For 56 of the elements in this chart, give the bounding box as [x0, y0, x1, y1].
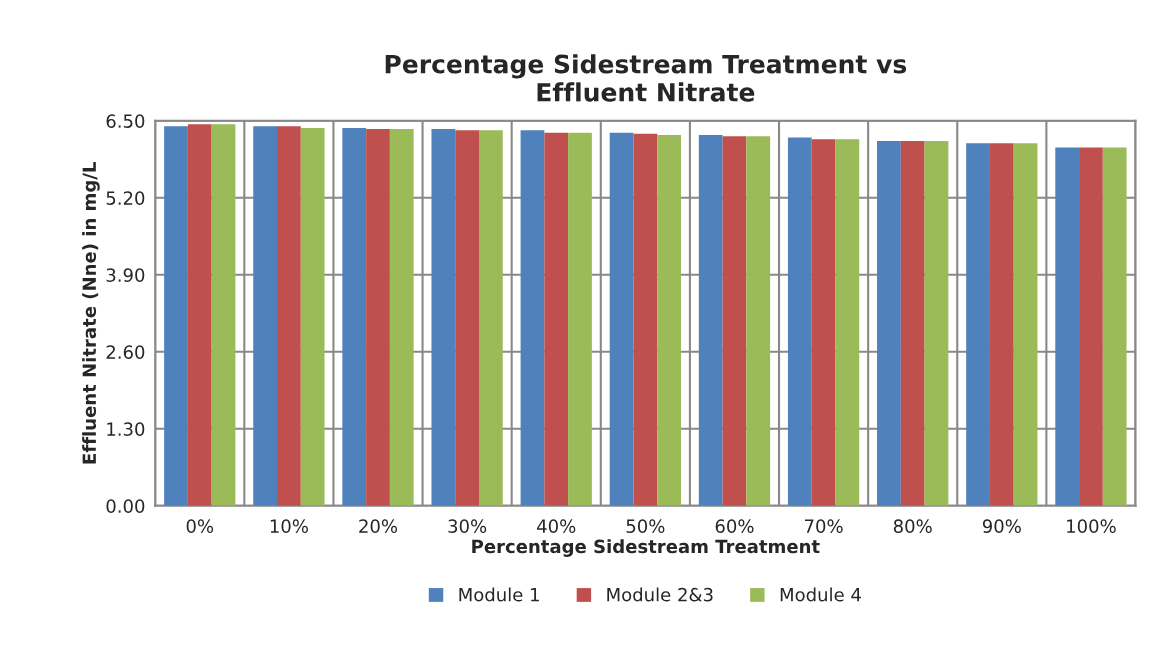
bar	[544, 132, 569, 506]
x-tick-label: 60%	[715, 519, 754, 533]
bar	[989, 143, 1014, 506]
y-tick-label: 5.20	[106, 191, 145, 205]
bar	[520, 130, 545, 506]
bar	[1102, 147, 1127, 506]
bar	[633, 133, 658, 506]
bar	[164, 126, 188, 506]
y-tick-label: 2.60	[106, 345, 145, 359]
y-tick-label: 0.00	[106, 499, 145, 513]
x-tick-label: 70%	[805, 519, 843, 533]
y-tick-label: 6.50	[106, 114, 145, 128]
y-axis-title: Effluent Nitrate (Nne) in mg/L	[82, 162, 100, 464]
bar	[746, 136, 771, 506]
bar	[657, 135, 681, 506]
x-tick-label: 30%	[448, 519, 487, 533]
bar	[1055, 147, 1080, 506]
bar	[1079, 147, 1103, 506]
chart-title: Percentage Sidestream Treatment vs Effluent Nitrate	[385, 54, 907, 102]
bar	[568, 132, 592, 506]
bar	[835, 139, 860, 506]
bar	[277, 126, 301, 506]
x-tick-label: 90%	[982, 519, 1021, 533]
legend-label: Module 2&3	[607, 587, 713, 602]
x-tick-label: 10%	[270, 519, 308, 533]
bar	[253, 126, 277, 506]
x-tick-label: 20%	[359, 519, 398, 533]
bar	[300, 127, 325, 506]
bar	[1013, 143, 1038, 506]
y-tick-label: 3.90	[106, 268, 145, 282]
bar	[431, 129, 456, 506]
bar	[389, 129, 414, 506]
x-tick-label: 100%	[1067, 519, 1116, 533]
x-tick-label: 40%	[537, 519, 576, 533]
legend-label: Module 4	[780, 587, 861, 602]
bar	[187, 124, 212, 506]
bar	[609, 132, 634, 506]
bar	[787, 137, 812, 506]
x-axis-title: Percentage Sidestream Treatment	[472, 539, 820, 557]
bar	[211, 124, 236, 506]
bar	[722, 136, 747, 506]
bar	[924, 140, 949, 506]
x-tick-label: 50%	[626, 519, 665, 533]
bar	[900, 140, 925, 506]
bar	[811, 139, 836, 506]
x-tick-label: 0%	[186, 519, 214, 533]
y-tick-label: 1.30	[107, 422, 145, 436]
x-tick-label: 80%	[893, 519, 932, 533]
legend-label: Module 1	[459, 587, 539, 602]
bar	[342, 127, 367, 506]
bar	[455, 130, 479, 506]
bar	[479, 130, 503, 506]
bar	[698, 135, 723, 506]
bar	[966, 143, 990, 506]
bar	[366, 129, 390, 506]
bar	[877, 140, 901, 506]
